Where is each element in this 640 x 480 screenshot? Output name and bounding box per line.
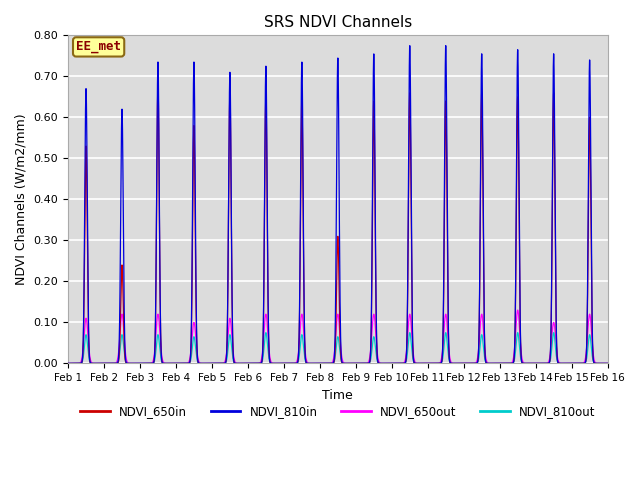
- NDVI_810in: [412, 360, 420, 366]
- Line: NDVI_650out: NDVI_650out: [68, 310, 607, 363]
- NDVI_810in: [174, 360, 182, 366]
- NDVI_810out: [412, 360, 420, 366]
- NDVI_810out: [266, 360, 274, 365]
- NDVI_810in: [180, 360, 188, 366]
- NDVI_650out: [64, 360, 72, 366]
- Line: NDVI_650in: NDVI_650in: [68, 84, 607, 363]
- NDVI_810in: [64, 360, 72, 366]
- NDVI_810in: [489, 360, 497, 366]
- NDVI_650out: [602, 360, 609, 366]
- NDVI_650out: [514, 307, 522, 313]
- NDVI_650out: [489, 360, 497, 366]
- NDVI_650in: [489, 360, 497, 366]
- NDVI_810out: [174, 360, 182, 366]
- NDVI_650out: [604, 360, 611, 366]
- NDVI_810in: [604, 360, 611, 366]
- NDVI_810out: [602, 360, 609, 366]
- Line: NDVI_810out: NDVI_810out: [68, 333, 607, 363]
- NDVI_650in: [154, 82, 162, 87]
- NDVI_650in: [412, 360, 420, 366]
- NDVI_650in: [602, 360, 609, 366]
- NDVI_650in: [174, 360, 182, 366]
- NDVI_810out: [550, 330, 557, 336]
- NDVI_810out: [64, 360, 72, 366]
- NDVI_810out: [489, 360, 497, 366]
- NDVI_650out: [174, 360, 182, 366]
- X-axis label: Time: Time: [323, 389, 353, 402]
- NDVI_810out: [180, 360, 188, 366]
- NDVI_650in: [180, 360, 188, 366]
- NDVI_810in: [442, 43, 449, 48]
- Title: SRS NDVI Channels: SRS NDVI Channels: [264, 15, 412, 30]
- Line: NDVI_810in: NDVI_810in: [68, 46, 607, 363]
- NDVI_810in: [266, 359, 274, 365]
- Text: EE_met: EE_met: [76, 40, 121, 53]
- NDVI_650out: [412, 360, 420, 366]
- NDVI_650in: [266, 360, 274, 365]
- Y-axis label: NDVI Channels (W/m2/mm): NDVI Channels (W/m2/mm): [15, 114, 28, 285]
- NDVI_650in: [604, 360, 611, 366]
- NDVI_810in: [602, 360, 609, 366]
- NDVI_650out: [266, 355, 274, 360]
- Legend: NDVI_650in, NDVI_810in, NDVI_650out, NDVI_810out: NDVI_650in, NDVI_810in, NDVI_650out, NDV…: [76, 401, 600, 423]
- NDVI_810out: [604, 360, 611, 366]
- NDVI_650out: [180, 360, 188, 366]
- NDVI_650in: [64, 360, 72, 366]
